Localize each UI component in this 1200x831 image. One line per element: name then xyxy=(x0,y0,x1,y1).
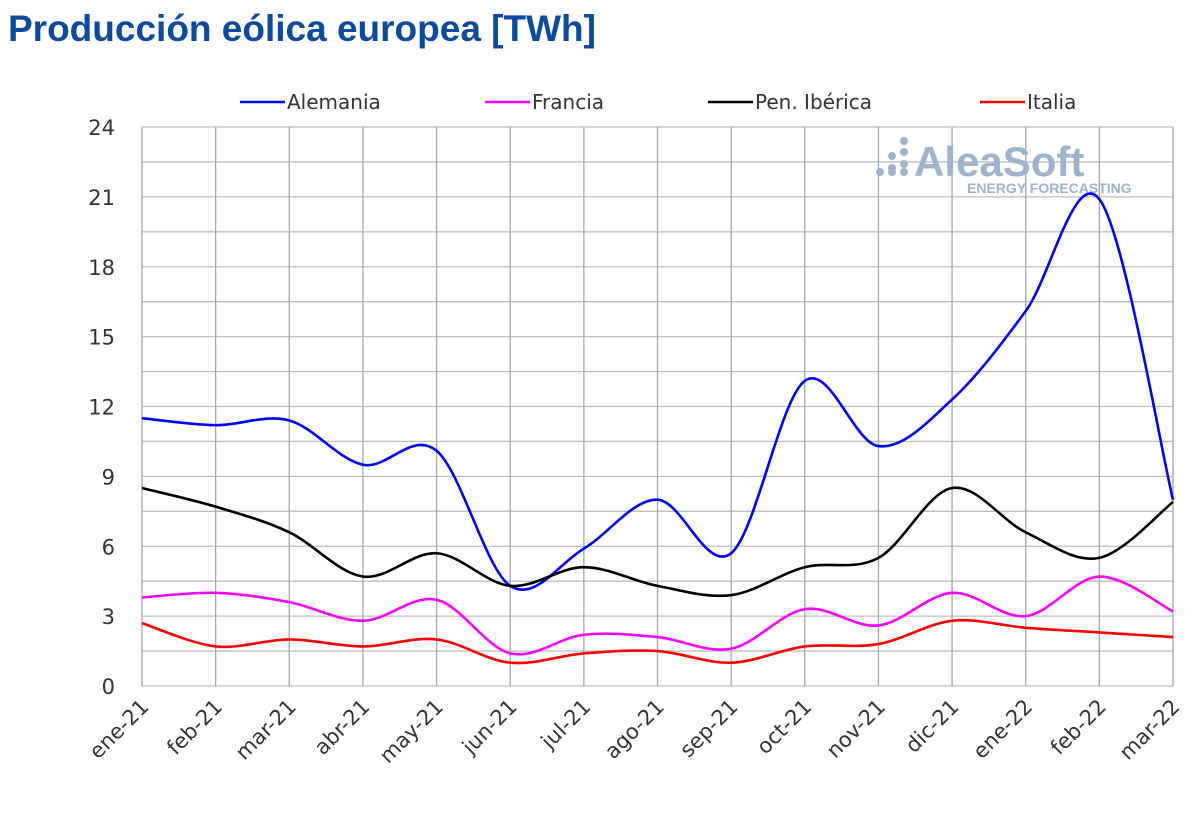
y-tick-label: 0 xyxy=(102,675,115,699)
legend-label: Francia xyxy=(532,90,604,114)
series-line-alemania xyxy=(141,192,1175,592)
x-tick-label: feb-21 xyxy=(162,695,227,760)
x-tick-label: sep-21 xyxy=(675,695,743,763)
x-axis: ene-21 feb-21 mar-21 abr-21 may-21 jun-21 jul-… xyxy=(85,695,1185,768)
series-line-italia xyxy=(141,618,1174,665)
x-tick-label: ene-21 xyxy=(85,695,154,764)
y-tick-label: 24 xyxy=(88,116,115,140)
y-tick-label: 15 xyxy=(88,326,115,350)
x-tick-label: abr-21 xyxy=(310,695,375,760)
legend-label: Alemania xyxy=(287,90,381,114)
y-tick-label: 3 xyxy=(102,605,115,629)
series-lines xyxy=(141,192,1175,665)
y-tick-label: 9 xyxy=(102,465,115,489)
x-tick-label: jul-21 xyxy=(536,695,596,755)
series-line-francia xyxy=(141,575,1174,656)
x-tick-label: dic-21 xyxy=(901,695,964,758)
legend-label: Italia xyxy=(1027,90,1076,114)
y-tick-label: 6 xyxy=(102,535,115,559)
y-axis: 0 3 6 9 12 15 18 21 24 xyxy=(88,116,115,699)
x-tick-label: mar-22 xyxy=(1115,695,1185,765)
y-tick-label: 18 xyxy=(88,256,115,280)
grid xyxy=(141,126,1174,687)
aleasoft-watermark: AleaSoft ENERGY FORECASTING xyxy=(876,137,1132,196)
x-tick-label: nov-21 xyxy=(822,695,890,763)
x-tick-label: oct-21 xyxy=(752,695,816,759)
x-tick-label: mar-21 xyxy=(231,695,301,765)
svg-text:AleaSoft: AleaSoft xyxy=(914,138,1084,185)
legend-label: Pen. Ibérica xyxy=(755,90,872,114)
chart-title: Producción eólica europea [TWh] xyxy=(8,8,596,49)
x-tick-label: feb-22 xyxy=(1046,695,1111,760)
x-tick-label: may-21 xyxy=(375,695,448,768)
svg-text:ENERGY FORECASTING: ENERGY FORECASTING xyxy=(967,180,1132,196)
x-tick-label: ene-22 xyxy=(968,695,1037,764)
legend: Alemania Francia Pen. Ibérica Italia xyxy=(240,90,1076,114)
x-tick-label: jun-21 xyxy=(457,695,522,760)
y-tick-label: 21 xyxy=(88,186,115,210)
x-tick-label: ago-21 xyxy=(600,695,669,764)
y-tick-label: 12 xyxy=(88,396,115,420)
series-line-pen-ib-rica xyxy=(141,486,1174,598)
